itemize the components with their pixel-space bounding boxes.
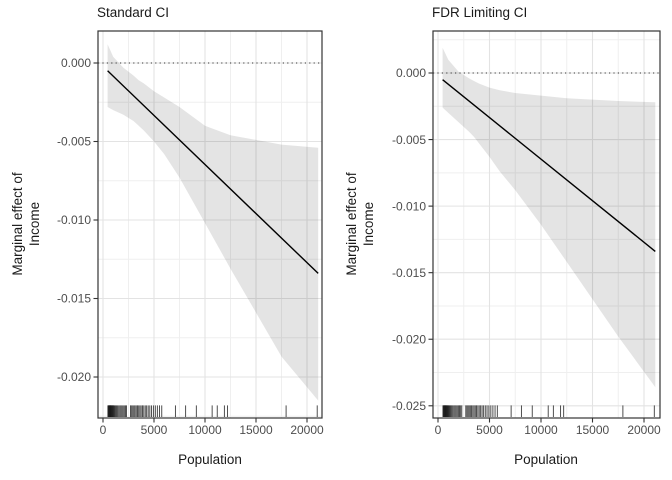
x-tick-label: 5000 [141,423,168,437]
y-tick-label: -0.005 [392,133,426,147]
axis-ticks [93,62,308,423]
rug-marks [442,405,655,417]
x-tick-label: 5000 [476,423,503,437]
grid-minor [98,31,322,418]
confidence-ribbon [107,44,319,401]
y-tick-label: -0.010 [392,199,426,213]
grid-minor [433,31,660,418]
y-axis-label-left-line1: Marginal effect of [10,172,25,276]
panel-left: 0 5000 10000 15000 20000 0.000 -0.005 -0.010 -0.… [57,30,324,437]
y-axis-label-left: Marginal effect of Income [9,28,43,420]
y-tick-label: -0.020 [392,332,426,346]
x-axis-label-right: Population [514,452,578,467]
y-tick-label: -0.010 [57,213,91,227]
y-axis-label-right-line1: Marginal effect of [344,172,359,276]
axis-tick-labels: 0 5000 10000 15000 20000 0.000 -0.005 -0.010 -0.… [57,56,324,437]
x-tick-label: 0 [100,423,107,437]
x-tick-label: 10000 [188,423,222,437]
y-tick-label: -0.015 [57,292,91,306]
y-axis-label-left-line2: Income [27,201,42,247]
panel-title-standard-ci: Standard CI [97,5,170,20]
grid-major [433,31,660,418]
panel-title-fdr-limiting-ci: FDR Limiting CI [432,5,528,20]
panel-border [97,30,323,419]
y-axis-label-right-line2: Income [361,201,376,247]
marginal-effect-line [442,79,656,252]
x-tick-label: 10000 [524,423,558,437]
confidence-ribbon [442,47,656,388]
panel-right: 0 5000 10000 15000 20000 0.000 -0.005 -0.010 -0.… [392,30,661,437]
marginal-effect-line [107,70,319,274]
rug-marks [107,405,318,417]
y-tick-label: -0.005 [57,135,91,149]
x-tick-label: 15000 [239,423,273,437]
grid-major [98,31,322,418]
x-tick-label: 15000 [576,423,610,437]
y-tick-label: -0.025 [392,399,426,413]
y-tick-label: -0.020 [57,370,91,384]
y-tick-label: 0.000 [61,56,91,70]
x-tick-label: 0 [435,423,442,437]
x-tick-label: 20000 [627,423,661,437]
x-axis-label-left: Population [178,452,242,467]
y-tick-label: 0.000 [396,66,426,80]
axis-ticks [428,72,645,423]
y-tick-label: -0.015 [392,266,426,280]
y-axis-label-right: Marginal effect of Income [343,28,377,420]
panel-border [432,30,661,419]
x-tick-label: 20000 [290,423,324,437]
axis-tick-labels: 0 5000 10000 15000 20000 0.000 -0.005 -0.010 -0.… [392,66,661,437]
